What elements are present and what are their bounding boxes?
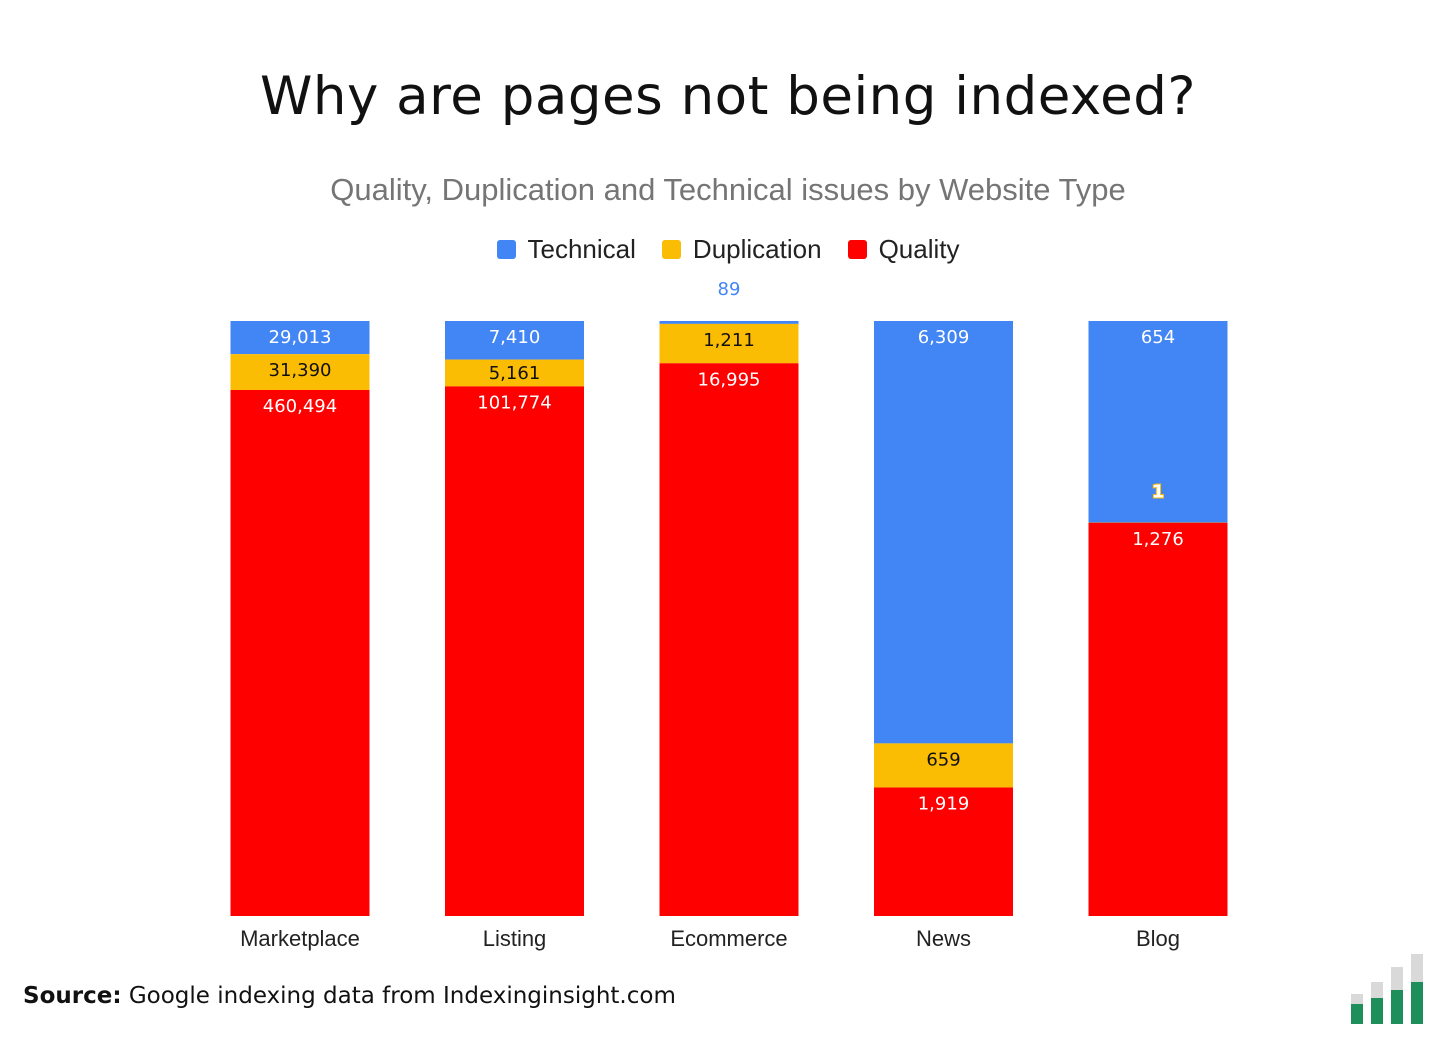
logo-bar-3: [1391, 967, 1403, 1024]
source-label: Source:: [23, 983, 122, 1009]
logo-bar-1: [1351, 994, 1363, 1024]
legend-item-quality: Quality: [847, 234, 960, 265]
chart-legend: Technical Duplication Quality: [0, 234, 1456, 265]
x-tick-label-marketplace: Marketplace: [240, 926, 360, 951]
legend-label-technical: Technical: [527, 234, 636, 264]
legend-label-duplication: Duplication: [692, 234, 822, 264]
bar-blog-technical: [1088, 321, 1228, 523]
data-label-ecommerce-quality: 16,995: [698, 369, 761, 390]
bar-news-quality: [874, 787, 1013, 916]
legend-swatch-technical: [496, 240, 516, 259]
chart-subtitle: Quality, Duplication and Technical issue…: [330, 172, 1126, 207]
bar-blog-duplication: [1088, 522, 1228, 524]
data-label-marketplace-technical: 29,013: [269, 327, 332, 348]
logo-bar-2: [1371, 982, 1383, 1024]
bar-marketplace-technical: [230, 321, 370, 355]
data-label-news-quality: 1,919: [918, 794, 970, 815]
bar-marketplace-duplication: [230, 354, 370, 390]
bar-ecommerce-technical: [659, 321, 799, 324]
data-label-blog-duplication: 1: [1152, 482, 1165, 503]
bar-marketplace-quality: [230, 389, 370, 916]
source-note: Source: Google indexing data from Indexi…: [23, 983, 676, 1009]
legend-label-quality: Quality: [878, 234, 960, 264]
data-label-blog-quality: 1,276: [1132, 529, 1184, 550]
data-label-news-duplication: 659: [926, 749, 960, 770]
data-label-listing-technical: 7,410: [489, 327, 541, 348]
logo-bar-4: [1411, 954, 1423, 1024]
x-tick-label-blog: Blog: [1136, 926, 1180, 951]
bar-ecommerce-duplication: [659, 323, 799, 364]
bar-blog-quality: [1088, 522, 1228, 916]
data-label-listing-duplication: 5,161: [489, 363, 541, 384]
legend-item-duplication: Duplication: [661, 234, 822, 265]
data-label-marketplace-duplication: 31,390: [269, 360, 332, 381]
data-label-listing-quality: 101,774: [477, 392, 551, 413]
page-title: Why are pages not being indexed?: [259, 66, 1197, 127]
bar-listing-quality: [445, 386, 584, 917]
data-label-ecommerce-technical: 89: [718, 279, 741, 300]
bar-chart-logo-icon: [1348, 952, 1424, 1024]
x-tick-label-news: News: [916, 926, 971, 951]
data-label-marketplace-quality: 460,494: [263, 396, 337, 417]
legend-swatch-duplication: [661, 240, 681, 259]
x-tick-label-ecommerce: Ecommerce: [670, 926, 787, 951]
x-tick-label-listing: Listing: [483, 926, 547, 951]
data-label-ecommerce-duplication: 1,211: [703, 330, 755, 351]
source-text: Google indexing data from Indexinginsigh…: [128, 983, 676, 1009]
bar-listing-duplication: [445, 359, 584, 387]
bar-ecommerce-quality: [659, 363, 799, 916]
bar-news-technical: [874, 321, 1013, 744]
legend-swatch-quality: [847, 240, 867, 259]
bar-listing-technical: [445, 321, 584, 360]
bar-news-duplication: [874, 743, 1013, 788]
data-label-news-technical: 6,309: [918, 327, 970, 348]
data-label-blog-technical: 654: [1141, 327, 1175, 348]
legend-item-technical: Technical: [496, 234, 636, 265]
